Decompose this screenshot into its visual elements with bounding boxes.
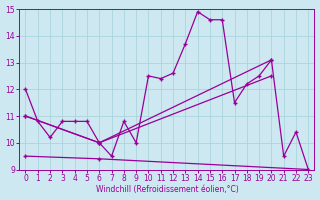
X-axis label: Windchill (Refroidissement éolien,°C): Windchill (Refroidissement éolien,°C) <box>96 185 238 194</box>
